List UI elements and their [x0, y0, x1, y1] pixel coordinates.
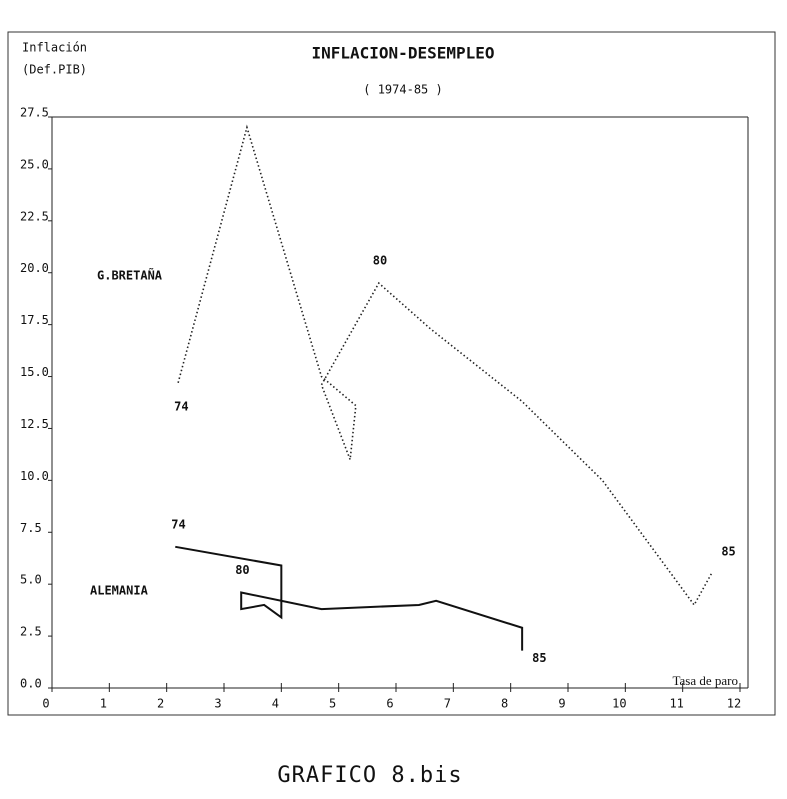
x-tick-label: 4: [272, 697, 279, 711]
x-tick-label: 6: [386, 697, 393, 711]
series-label: ALEMANIA: [90, 584, 149, 598]
series-label: G.BRETAÑA: [97, 268, 163, 283]
chart-title: INFLACION-DESEMPLEO: [311, 44, 494, 63]
y-tick-label: 5.0: [20, 573, 42, 587]
x-tick-label: 7: [444, 697, 451, 711]
caption: GRAFICO 8.bis: [277, 763, 462, 788]
x-tick-label: 5: [329, 697, 336, 711]
point-label: 85: [721, 544, 735, 558]
x-tick-label: 1: [100, 697, 107, 711]
y-tick-label: 12.5: [20, 417, 49, 431]
x-tick-label: 11: [669, 697, 683, 711]
point-label: 74: [174, 399, 188, 413]
point-label: 80: [235, 563, 249, 577]
y-tick-label: 17.5: [20, 313, 49, 327]
x-tick-label: 8: [501, 697, 508, 711]
chart-subtitle: ( 1974-85 ): [363, 83, 442, 97]
x-tick-label: 3: [214, 697, 221, 711]
x-tick-label: 0: [42, 697, 49, 711]
frame: [7, 31, 776, 716]
x-tick-label: 12: [727, 697, 741, 711]
y-axis-label: (Def.PIB): [22, 63, 87, 77]
point-label: 85: [532, 651, 546, 665]
y-axis-label: Inflación: [22, 41, 87, 55]
y-tick-label: 25.0: [20, 157, 49, 171]
y-tick-label: 22.5: [20, 209, 49, 223]
y-tick-label: 7.5: [20, 521, 42, 535]
x-tick-label: 10: [612, 697, 626, 711]
y-tick-label: 15.0: [20, 365, 49, 379]
y-tick-label: 20.0: [20, 261, 49, 275]
series-line: [175, 545, 524, 651]
x-axis-label: Tasa de paro: [672, 673, 738, 688]
point-label: 74: [171, 517, 185, 531]
y-tick-label: 2.5: [20, 625, 42, 639]
y-tick-label: 0.0: [20, 677, 42, 691]
y-tick-label: 10.0: [20, 469, 49, 483]
point-label: 80: [373, 254, 387, 268]
x-tick-label: 2: [157, 697, 164, 711]
x-tick-label: 9: [558, 697, 565, 711]
series-line: [177, 124, 713, 607]
y-tick-label: 27.5: [20, 106, 49, 120]
